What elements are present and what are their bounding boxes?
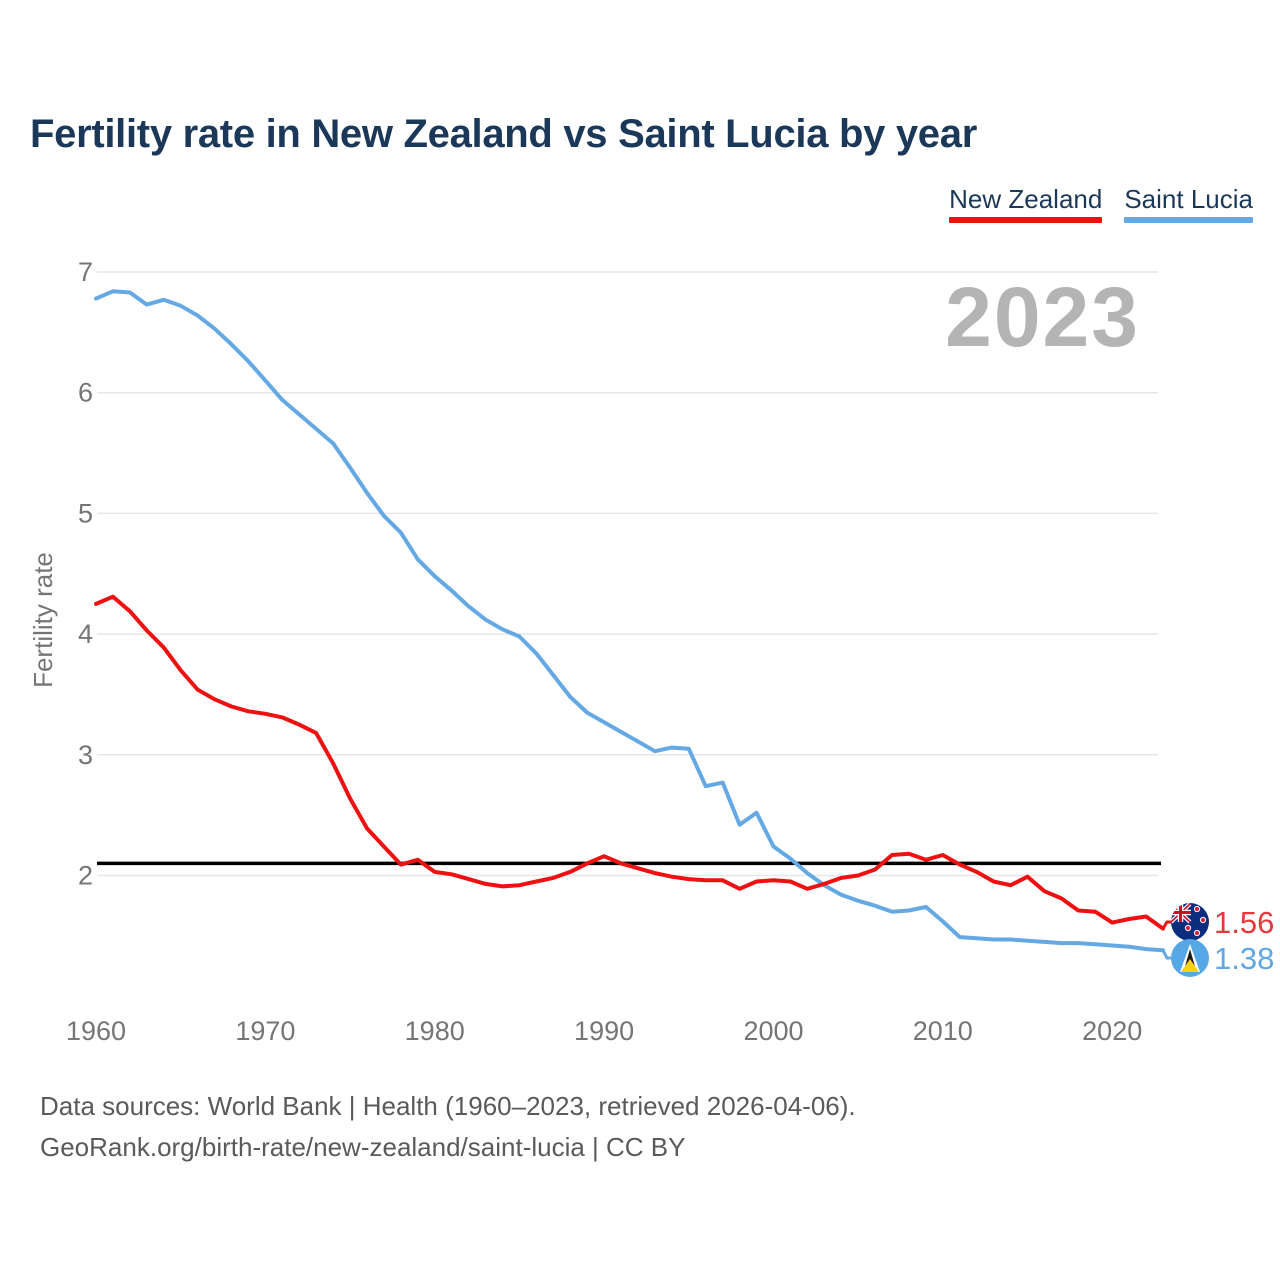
series-line-saint-lucia[interactable] xyxy=(94,289,1165,953)
legend-label-saint-lucia: Saint Lucia xyxy=(1124,184,1253,214)
legend-item-saint-lucia[interactable]: Saint Lucia xyxy=(1124,184,1253,224)
page-title: Fertility rate in New Zealand vs Saint L… xyxy=(30,112,977,156)
y-tick-label-6: 6 xyxy=(78,378,93,408)
x-tick-label-2000: 2000 xyxy=(743,1016,803,1046)
end-value-label-saint-lucia: 1.38 xyxy=(1214,941,1274,976)
y-tick-label-2: 2 xyxy=(78,861,93,891)
footer-attribution: Data sources: World Bank | Health (1960–… xyxy=(40,1086,856,1168)
footer-sources-line: Data sources: World Bank | Health (1960–… xyxy=(40,1091,856,1121)
legend-bar-new-zealand xyxy=(949,217,1103,224)
y-tick-label-7: 7 xyxy=(78,257,93,287)
union-jack-quadrant xyxy=(1171,903,1192,924)
x-tick-label-2020: 2020 xyxy=(1082,1016,1142,1046)
star-dot xyxy=(1193,905,1201,913)
y-tick-label-4: 4 xyxy=(78,619,93,649)
x-tick-label-1980: 1980 xyxy=(405,1016,465,1046)
end-value-label-new-zealand: 1.56 xyxy=(1214,905,1274,940)
legend-label-new-zealand: New Zealand xyxy=(949,184,1103,214)
star-dot xyxy=(1193,929,1201,937)
legend: New Zealand Saint Lucia xyxy=(949,184,1253,224)
star-dot xyxy=(1184,924,1192,932)
year-watermark: 2023 xyxy=(945,270,1140,364)
footer-license-line: GeoRank.org/birth-rate/new-zealand/saint… xyxy=(40,1132,686,1162)
new-zealand-flag-icon[interactable] xyxy=(1170,903,1209,941)
end-connector-saint-lucia xyxy=(1161,949,1171,960)
x-tick-label-1990: 1990 xyxy=(574,1016,634,1046)
star-dot xyxy=(1199,916,1207,924)
y-axis-label: Fertility rate xyxy=(28,552,58,688)
y-tick-label-5: 5 xyxy=(78,498,93,528)
series-line-new-zealand[interactable] xyxy=(94,594,1165,931)
legend-item-new-zealand[interactable]: New Zealand xyxy=(949,184,1103,224)
legend-bar-saint-lucia xyxy=(1124,217,1253,224)
end-connector-new-zealand xyxy=(1161,920,1171,930)
x-tick-label-2010: 2010 xyxy=(913,1016,973,1046)
flag-triangle-yellow xyxy=(1181,959,1199,972)
x-tick-label-1970: 1970 xyxy=(235,1016,295,1046)
x-tick-label-1960: 1960 xyxy=(66,1016,126,1046)
saint-lucia-flag-icon[interactable] xyxy=(1171,939,1209,977)
y-tick-label-3: 3 xyxy=(78,740,93,770)
